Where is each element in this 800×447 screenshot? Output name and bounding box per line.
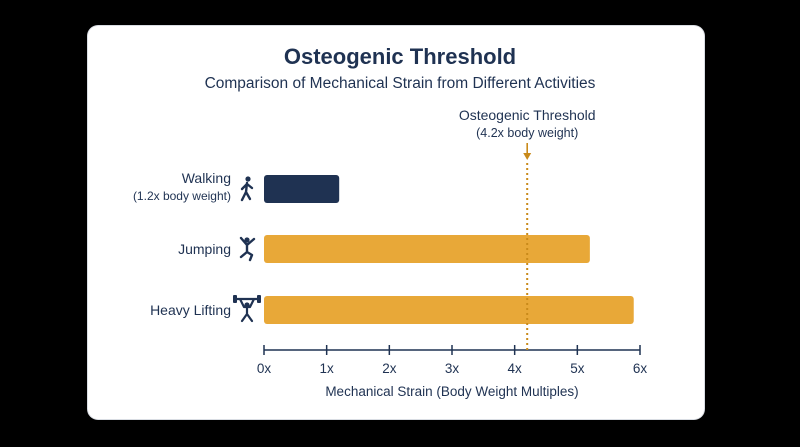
x-tick-label: 6x xyxy=(633,361,648,376)
bar-walking xyxy=(264,175,340,203)
icon-plate-right xyxy=(257,295,261,303)
chart-subtitle: Comparison of Mechanical Strain from Dif… xyxy=(204,75,596,92)
x-tick-label: 1x xyxy=(320,361,335,376)
weightlifter-icon xyxy=(233,295,261,323)
category-label: Heavy Lifting xyxy=(150,302,231,318)
icon-body xyxy=(239,236,256,262)
category-label: Walking xyxy=(182,170,231,186)
icon-plate-left xyxy=(233,295,237,303)
x-tick-label: 5x xyxy=(570,361,585,376)
walking-person-icon xyxy=(240,176,254,202)
icon-head xyxy=(245,176,251,182)
threshold-sublabel: (4.2x body weight) xyxy=(476,126,578,140)
jumping-person-icon xyxy=(239,236,256,262)
x-axis-title: Mechanical Strain (Body Weight Multiples… xyxy=(325,384,578,399)
threshold-arrow-head xyxy=(523,153,532,160)
x-tick-label: 4x xyxy=(508,361,523,376)
category-label: Jumping xyxy=(178,241,231,257)
threshold-label: Osteogenic Threshold xyxy=(459,107,596,123)
bar-heavy-lifting xyxy=(264,296,634,324)
icon-body xyxy=(240,181,254,202)
chart-card xyxy=(88,26,704,419)
x-tick-label: 2x xyxy=(382,361,397,376)
bar-jumping xyxy=(264,235,590,263)
icon-head xyxy=(244,237,250,243)
icon-body xyxy=(234,297,260,323)
x-tick-label: 3x xyxy=(445,361,460,376)
category-sublabel: (1.2x body weight) xyxy=(133,189,231,203)
chart-title: Osteogenic Threshold xyxy=(283,44,517,69)
x-tick-label: 0x xyxy=(257,361,272,376)
